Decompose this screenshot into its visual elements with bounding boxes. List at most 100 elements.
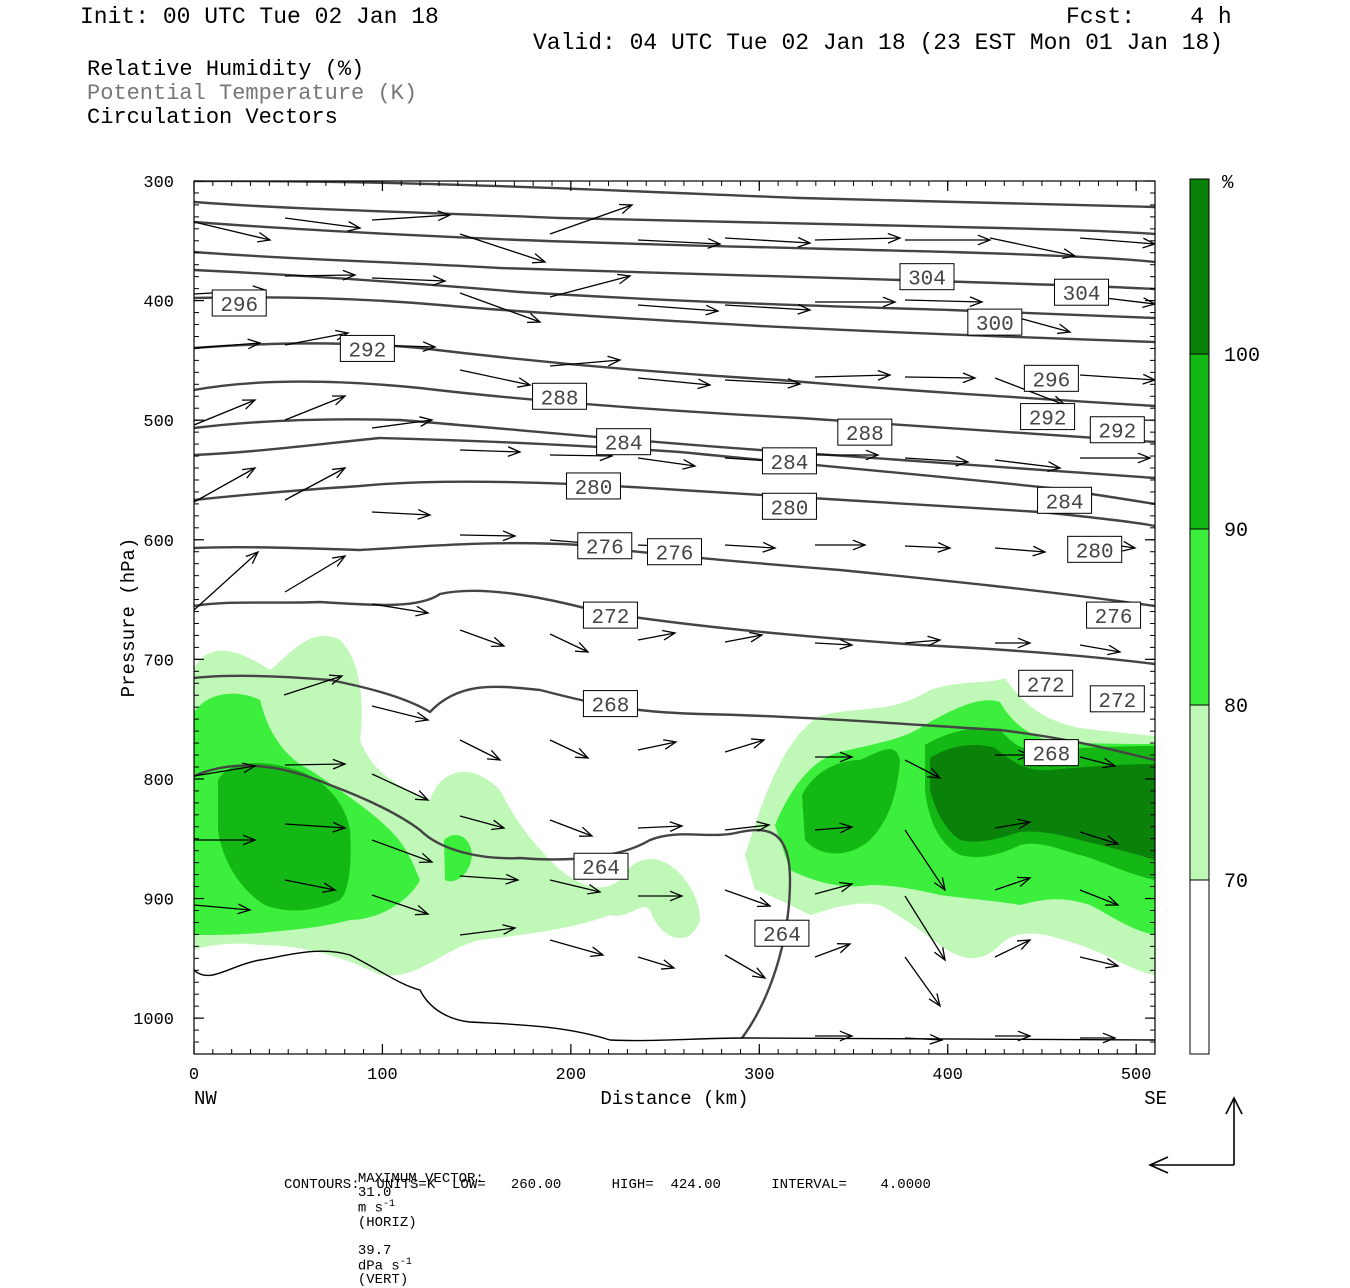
circulation-vector [904, 1033, 944, 1045]
theta-label: 276 [1086, 601, 1142, 630]
theta-labels: 304 304 300 296 296 292 292 292 288 288 284 284 284 2… [211, 263, 1145, 948]
colorbar-70 [1189, 704, 1210, 881]
colorbar-80 [1189, 528, 1210, 706]
circulation-vector [371, 210, 452, 222]
circulation-vector [194, 834, 257, 846]
circulation-vector [1079, 831, 1120, 846]
circulation-vector [904, 372, 977, 384]
y-axis-title: Pressure (hPa) [118, 538, 140, 698]
circulation-vector [994, 876, 1032, 891]
svg-text:288: 288 [846, 424, 884, 447]
theta-label: 300 [967, 308, 1023, 337]
colorbar-unit: % [1222, 172, 1234, 194]
horiz-value: 31.0 [357, 1185, 392, 1201]
theta-label: 296 [211, 289, 267, 318]
svg-text:284: 284 [771, 453, 809, 476]
circulation-vector [284, 758, 347, 770]
theta-label: 284 [761, 447, 817, 476]
circulation-vector [995, 1030, 1032, 1042]
theta-label: 280 [1067, 535, 1123, 564]
circulation-vector [371, 839, 434, 864]
circulation-vector [194, 762, 257, 777]
axes: 0 100 200 300 400 500 300 400 500 600 700 800 900 100… [118, 174, 1167, 1110]
circulation-vector [724, 377, 802, 389]
svg-text:276: 276 [656, 544, 694, 567]
colorbar-100 [1189, 178, 1210, 355]
circulation-vector [1079, 644, 1122, 656]
theta-label: 284 [1037, 486, 1093, 515]
theta-label: 288 [837, 418, 893, 447]
circulation-vector [637, 956, 676, 970]
theta-label: 292 [339, 334, 395, 363]
circulation-vector [549, 633, 590, 653]
circulation-vector [637, 304, 720, 316]
circulation-vector [371, 894, 430, 916]
circulation-vector [459, 629, 506, 648]
circulation-vector [637, 457, 697, 470]
legend-relative-humidity: Relative Humidity (%) [87, 57, 365, 82]
y-tick-label: 500 [143, 413, 174, 432]
circulation-vector [637, 629, 677, 641]
svg-text:264: 264 [763, 925, 801, 948]
circulation-vector [814, 943, 852, 958]
circulation-vector [724, 889, 772, 908]
rh-90-region-east [802, 749, 900, 854]
circulation-vector [724, 954, 767, 979]
max-vector-label: MAXIMUM VECTOR: [357, 1171, 484, 1187]
circulation-vector [989, 237, 1077, 259]
svg-text:304: 304 [1063, 284, 1101, 307]
circulation-vector [904, 895, 946, 962]
circulation-vector [459, 369, 532, 388]
colorbar: % 70 80 90 100 [1189, 172, 1260, 1055]
circulation-vector [815, 539, 867, 551]
circulation-vector [814, 822, 854, 834]
circulation-vector [1079, 889, 1120, 906]
theta-contour [194, 220, 1155, 264]
circulation-vector [459, 739, 502, 761]
circulation-vector [904, 759, 942, 779]
circulation-vector [284, 467, 347, 501]
circulation-vector [637, 238, 722, 249]
theta-contour [194, 674, 1155, 762]
circulation-vector [194, 338, 262, 350]
circulation-vector [549, 355, 622, 367]
circulation-vector [549, 739, 590, 759]
circulation-vector [814, 232, 902, 244]
legend-potential-temperature: Potential Temperature (K) [87, 81, 418, 106]
svg-text:272: 272 [1098, 691, 1136, 714]
circulation-vector [1079, 756, 1117, 769]
colorbar-label: 100 [1224, 345, 1260, 368]
circulation-vector [371, 416, 434, 429]
x-tick-label: 300 [744, 1066, 775, 1085]
theta-label: 288 [532, 382, 588, 411]
theta-contour [194, 200, 1155, 236]
y-tick-label: 900 [143, 892, 174, 911]
theta-contour [194, 380, 1155, 444]
circulation-vector [815, 751, 854, 763]
circulation-vector [194, 903, 252, 915]
circulation-vector [459, 446, 522, 458]
circulation-vector [904, 455, 970, 467]
theta-contour [194, 296, 1155, 344]
svg-text:300: 300 [976, 314, 1014, 337]
circulation-vector [1079, 237, 1155, 249]
circulation-vector [549, 203, 634, 235]
circulation-vector [459, 233, 547, 264]
vert-sup: -1 [399, 1256, 412, 1268]
forecast-hour: Fcst: 4 h [1066, 4, 1232, 30]
svg-text:272: 272 [1027, 675, 1065, 698]
circulation-vector [904, 956, 942, 1008]
x-tick-label: 500 [1121, 1066, 1152, 1085]
x-tick-label: 0 [189, 1066, 199, 1085]
init-time: Init: 00 UTC Tue 02 Jan 18 [80, 4, 439, 30]
theta-label: 276 [577, 532, 633, 561]
circulation-vector [815, 449, 880, 461]
y-tick-label: 1000 [133, 1011, 174, 1030]
rh-90-region [218, 763, 351, 911]
circulation-vector [904, 296, 984, 308]
svg-text:272: 272 [592, 607, 630, 630]
minor-ticks [193, 180, 1156, 1055]
circulation-vector [459, 292, 542, 324]
circulation-vector [1079, 956, 1120, 969]
svg-text:276: 276 [1095, 607, 1133, 630]
